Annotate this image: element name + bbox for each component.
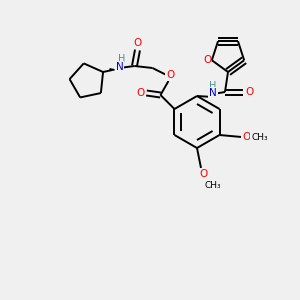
Text: O: O [246,87,254,97]
Text: O: O [167,70,175,80]
Text: H: H [209,81,217,91]
Text: N: N [116,62,123,72]
Text: CH₃: CH₃ [251,133,268,142]
Text: CH₃: CH₃ [205,182,221,190]
Text: O: O [199,169,207,179]
Text: H: H [118,54,125,64]
Text: O: O [242,132,250,142]
Text: N: N [209,88,217,98]
Text: O: O [204,55,212,65]
Text: O: O [134,38,142,48]
Text: O: O [136,88,145,98]
